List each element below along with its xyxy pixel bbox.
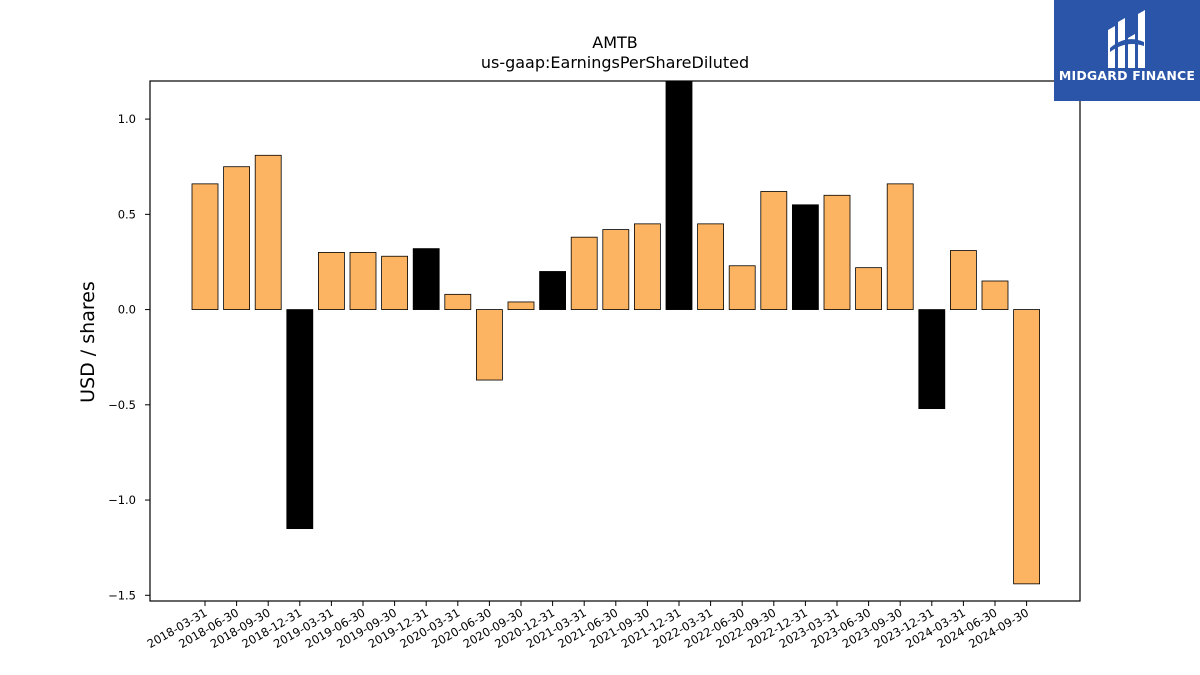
x-axis-ticks: 2018-03-312018-06-302018-09-302018-12-31… bbox=[145, 601, 1031, 651]
brand-logo: MIDGARD FINANCE bbox=[1054, 0, 1200, 101]
bar-2021-12-31 bbox=[665, 80, 693, 310]
bar-2024-06-30 bbox=[981, 280, 1009, 310]
chart-title: AMTB bbox=[592, 33, 638, 52]
midgard-logo-icon bbox=[1108, 10, 1145, 68]
bar-2024-03-31 bbox=[950, 250, 977, 310]
bar-2024-09-30 bbox=[1013, 309, 1040, 585]
bar-2020-09-30 bbox=[507, 301, 535, 310]
bar-2023-12-31 bbox=[918, 309, 946, 410]
y-axis-ticks: 1.0 0.5 0.0 −0.5 −1.0 −1.5 bbox=[108, 112, 150, 602]
bar-2020-03-31 bbox=[444, 293, 472, 310]
bar-2021-06-30 bbox=[602, 229, 630, 310]
bar-2023-06-30 bbox=[855, 267, 882, 310]
y-tick-label: −1.5 bbox=[108, 588, 136, 602]
y-axis-label: USD / shares bbox=[77, 281, 99, 403]
y-tick-label: 0.0 bbox=[118, 303, 136, 317]
bar-2022-03-31 bbox=[697, 223, 724, 310]
bar-2022-09-30 bbox=[760, 191, 788, 310]
bar-2018-06-30 bbox=[223, 166, 251, 310]
plot-frame bbox=[149, 80, 1081, 602]
bar-2023-03-31 bbox=[823, 194, 851, 310]
bars-group bbox=[191, 80, 1040, 585]
y-tick-label: 1.0 bbox=[118, 112, 136, 126]
bar-2018-09-30 bbox=[254, 154, 282, 310]
bar-2019-06-30 bbox=[349, 252, 377, 310]
bar-2020-06-30 bbox=[475, 309, 503, 381]
bar-2022-06-30 bbox=[728, 265, 756, 310]
bar-2018-03-31 bbox=[191, 183, 219, 310]
bar-2019-03-31 bbox=[317, 252, 345, 310]
y-tick-label: −0.5 bbox=[108, 398, 136, 412]
y-tick-label: −1.0 bbox=[108, 493, 136, 507]
bar-2019-12-31 bbox=[412, 248, 440, 310]
bar-2021-03-31 bbox=[570, 236, 598, 310]
bar-2020-12-31 bbox=[539, 271, 566, 310]
bar-2022-12-31 bbox=[792, 204, 819, 310]
y-tick-label: 0.5 bbox=[118, 207, 136, 221]
bar-2018-12-31 bbox=[286, 309, 314, 530]
logo-text: MIDGARD FINANCE bbox=[1058, 68, 1196, 83]
bar-2021-09-30 bbox=[634, 223, 661, 310]
bar-2019-09-30 bbox=[381, 255, 409, 310]
bar-2023-09-30 bbox=[886, 183, 914, 310]
chart-subtitle: us-gaap:EarningsPerShareDiluted bbox=[481, 53, 749, 72]
